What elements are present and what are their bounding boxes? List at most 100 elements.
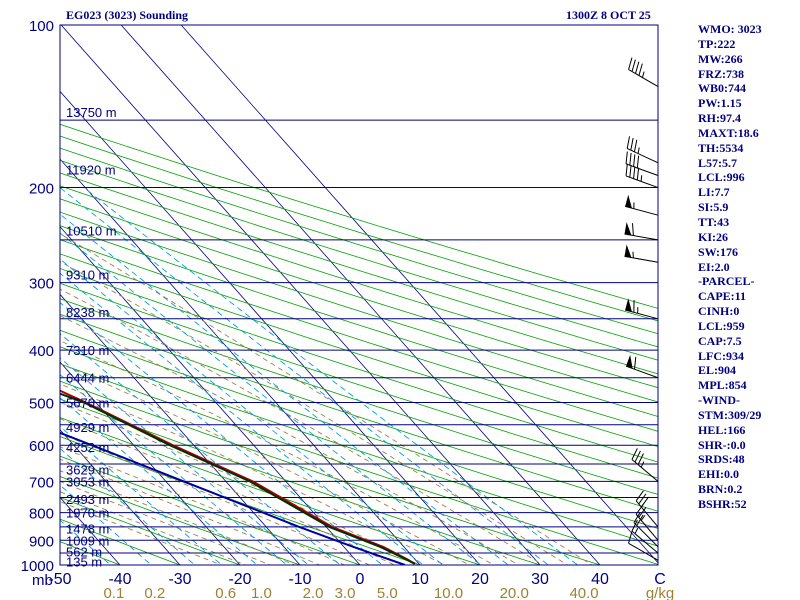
wind-barb [631,448,659,482]
stat-line: LCL:996 [698,170,745,185]
barb-shaft [631,459,659,482]
barb-full [628,57,633,70]
plot-frame [59,24,659,566]
wind-barb [625,194,659,216]
barb-full [634,356,637,370]
chart-title: EG023 (3023) Sounding [66,8,189,22]
dewpoint-trace [60,392,416,565]
barb-full [629,152,632,166]
barb-full [638,63,643,76]
stat-line: BRN:0.2 [698,482,743,497]
barb-flag [624,222,632,236]
dry-adiabat [60,211,658,403]
mixing-ratio-label: g/kg [646,585,674,600]
stat-line: BSHR:52 [698,497,747,511]
barb-shaft [628,69,659,87]
barb-full [630,137,634,151]
barb-full [638,507,647,518]
barb-full [628,531,633,544]
pressure-tick-label: 500 [29,395,54,412]
stat-line: WMO: 3023 [698,22,762,36]
dry-adiabat [60,346,658,547]
stat-line: TH:5534 [698,140,744,155]
barb-half [637,147,640,154]
height-label: 3629 m [66,462,109,477]
isotherm [60,226,361,565]
barb-full [635,61,640,74]
pressure-tick-label: 800 [29,506,54,523]
wind-barb [628,531,659,561]
stat-line: MAXT:18.6 [698,125,759,140]
barb-shaft [635,513,659,541]
stat-line: L57:5.7 [698,155,737,170]
pressure-axis-unit: mb [32,572,53,589]
height-label: 6444 m [66,371,109,386]
isotherm [120,25,601,565]
mixing-ratio-line [60,272,424,565]
height-label: 9310 m [66,268,109,283]
mixing-ratio-line [60,374,288,565]
isotherm [60,429,181,565]
barb-shaft [628,542,659,561]
mixing-ratio-line [60,519,112,565]
barb-full [634,450,641,463]
barb-shaft [625,163,659,176]
stat-line: EI:2.0 [698,259,730,274]
stat-line: SW:176 [698,244,739,259]
barb-shaft [625,205,659,216]
height-label: 2493 m [66,492,109,507]
height-label: 11920 m [66,162,116,177]
mixing-ratio-line [60,333,342,565]
wind-barbs [624,57,659,561]
temperature-tick-label: -30 [168,571,191,588]
dry-adiabat [60,363,658,565]
wind-barb [635,490,659,528]
pressure-tick-label: 200 [29,181,54,198]
stat-line: CAPE:11 [698,289,746,304]
dry-adiabat [60,398,542,565]
barb-half [640,515,646,521]
height-label: 1970 m [66,506,109,521]
barb-full [629,164,632,178]
height-label: 5670 m [66,395,109,410]
stat-line: PW:1.15 [698,96,742,111]
barb-flag [624,244,632,258]
height-label: 1009 m [66,533,109,548]
wind-barb [624,244,659,263]
stat-line: EL:904 [698,363,737,378]
temperature-tick-label: 30 [531,571,549,588]
dry-adiabat [60,147,658,335]
barb-full [633,511,641,523]
dry-adiabat [60,282,658,479]
wind-barb [625,151,659,176]
stat-line: MPL:854 [698,378,747,393]
pressure-tick-label: 100 [29,18,54,35]
barb-full [631,59,636,72]
height-label: 1478 m [66,521,109,536]
stat-line: SI:5.9 [698,200,729,215]
mixing-ratio-line [60,302,384,565]
stat-line: TP:222 [698,36,736,51]
barb-full [626,136,631,149]
grid-lines [60,25,658,565]
dry-adiabat [60,436,422,565]
height-label: 135 m [66,554,102,569]
mixing-ratio-line [60,258,444,565]
stat-line: LFC:934 [698,348,744,363]
mixing-ratio-label: 20.0 [500,585,529,600]
sounding-indices-panel: WMO: 3023 TP:222 MW:266 FRZ:738 WB0:744 PW:1.… [698,22,798,512]
mixing-ratio-label: 0.6 [215,585,236,600]
barb-full [631,519,638,532]
stat-line: HEL:166 [698,422,746,437]
dry-adiabat [60,198,658,389]
dry-adiabat [60,298,658,495]
temperature-tick-label: -50 [48,571,71,588]
wind-barb [633,511,659,548]
stat-line: STM:309/29 [698,407,762,422]
dry-adiabat [60,159,658,348]
barb-shaft [625,309,659,320]
stat-line: TT:43 [698,214,730,229]
dry-adiabat [60,225,658,417]
wind-barb [625,163,659,189]
